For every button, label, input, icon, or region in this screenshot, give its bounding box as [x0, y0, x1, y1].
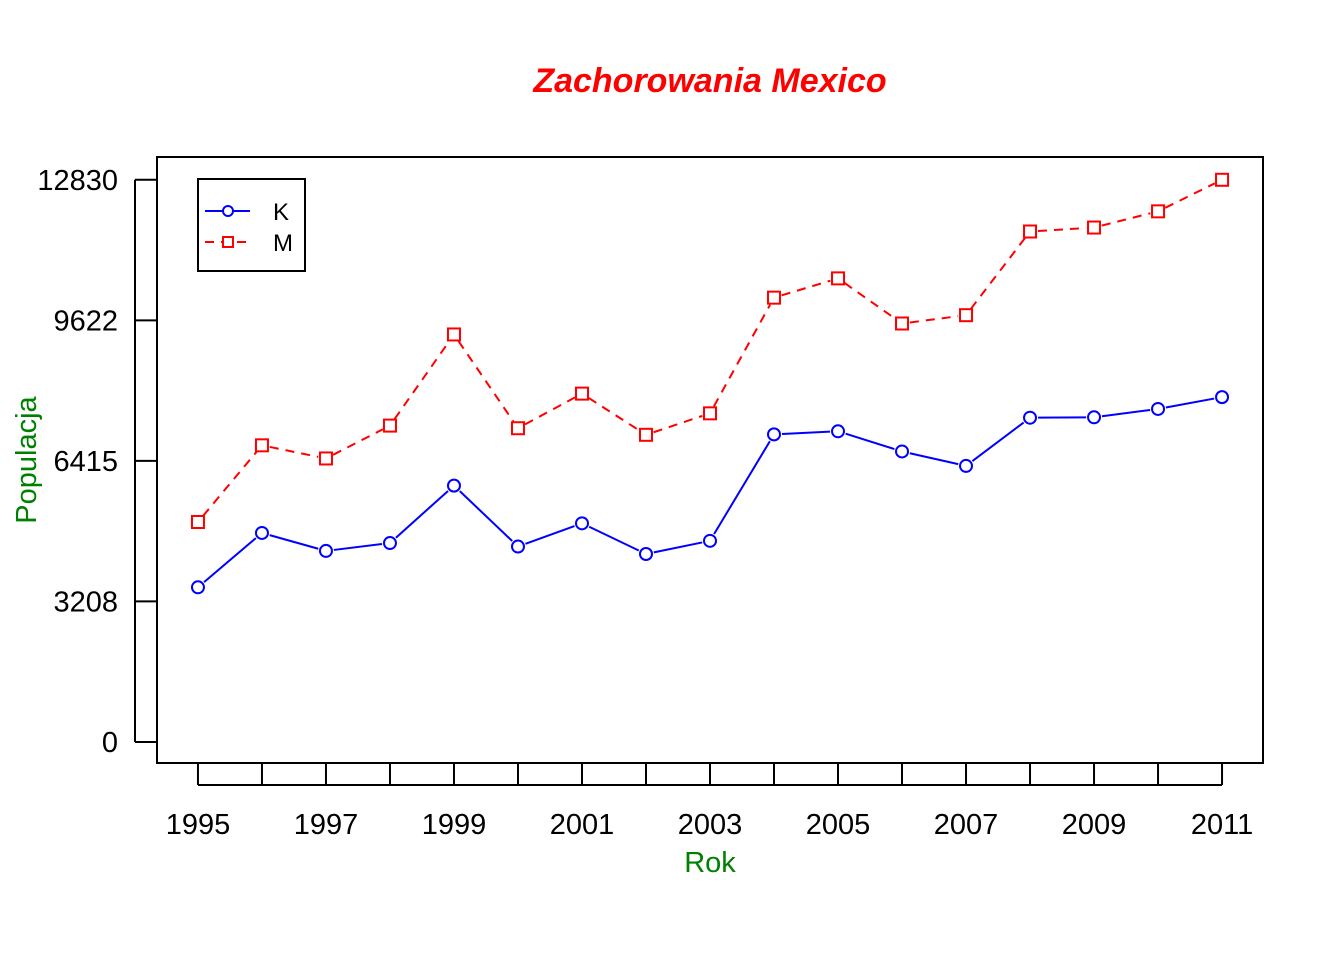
series-k-segment	[909, 452, 959, 466]
y-tick-label: 6415	[53, 446, 118, 478]
series-m-segment	[970, 237, 1026, 310]
series-k-point	[574, 516, 589, 531]
series-k-segment	[269, 534, 319, 550]
series-m-point	[318, 451, 333, 466]
series-k-point	[446, 478, 461, 493]
series-k-point	[510, 539, 525, 554]
series-k-point	[767, 427, 782, 442]
series-m-point	[446, 327, 461, 342]
series-m-segment	[712, 304, 772, 407]
series-k-segment	[1165, 397, 1215, 409]
legend-marker-m	[222, 236, 234, 248]
x-tick-label: 2007	[934, 809, 999, 841]
series-k-segment	[525, 525, 575, 545]
series-m-point	[254, 438, 269, 453]
series-m-point	[703, 406, 717, 421]
x-tick-label: 1997	[294, 809, 359, 841]
legend-box	[197, 178, 306, 272]
series-k-segment	[713, 440, 771, 535]
series-k-point	[831, 424, 846, 439]
series-k-point	[959, 458, 974, 473]
series-m-segment	[457, 340, 515, 423]
series-k-segment	[588, 525, 640, 552]
series-m-point	[510, 421, 525, 436]
series-m-segment	[653, 414, 703, 434]
series-m-point	[767, 290, 782, 305]
series-k-point	[895, 444, 910, 459]
y-tick-label: 12830	[37, 165, 118, 197]
series-k-segment	[203, 537, 257, 583]
y-axis-title: Populacja	[11, 395, 43, 523]
series-m-point	[574, 386, 589, 401]
x-tick-label: 2003	[678, 809, 743, 841]
series-k-segment	[1101, 408, 1151, 418]
x-axis-title: Rok	[684, 847, 736, 879]
legend: KM	[197, 178, 306, 272]
y-axis: 0 3208 6415 9622 12830	[37, 165, 157, 759]
series-m-point	[382, 418, 397, 433]
series-k-point	[382, 536, 397, 551]
y-tick-label: 3208	[53, 586, 118, 618]
series-m-segment	[524, 396, 576, 426]
series-m-point	[959, 308, 974, 323]
x-tick-label: 2009	[1062, 809, 1127, 841]
series-m-point	[895, 316, 910, 331]
series-m-point	[1087, 220, 1102, 235]
series-m-segment	[1101, 212, 1151, 227]
x-tick-label: 2005	[806, 809, 871, 841]
chart-title: Zachorowania Mexico	[532, 62, 886, 100]
series-m-segment	[843, 282, 897, 320]
series-k-point	[1087, 410, 1102, 425]
x-tick-label: 1995	[166, 809, 231, 841]
y-tick-label: 0	[102, 727, 118, 759]
x-tick-label: 1999	[422, 809, 487, 841]
series-k-segment	[781, 430, 831, 435]
legend-item-m: M	[205, 230, 293, 257]
series-m-point	[1151, 204, 1166, 219]
series-k-segment	[459, 490, 513, 542]
series-m-point	[638, 427, 653, 442]
series-k-segment	[333, 543, 383, 551]
y-tick-label: 9622	[53, 305, 118, 337]
legend-item-k: K	[205, 199, 289, 226]
legend-marker-k	[222, 205, 234, 217]
plot-frame	[156, 156, 1264, 764]
series-m-point	[190, 515, 205, 530]
x-tick-label: 2001	[550, 809, 615, 841]
series-k-point	[703, 533, 717, 548]
series-k-point	[1215, 390, 1230, 405]
series-m	[190, 172, 1230, 530]
series-m-segment	[588, 397, 640, 432]
x-tick-label: 2011	[1191, 809, 1253, 841]
series-m-segment	[332, 428, 384, 456]
series-k-point	[254, 525, 269, 540]
series-k-segment	[395, 490, 449, 539]
series-k-point	[638, 546, 653, 561]
series-m-segment	[393, 340, 451, 420]
x-axis: 1995 1997 1999 2001 2003 2005 2007 2009 2011	[166, 763, 1253, 841]
series-m-segment	[202, 450, 258, 517]
series-k-point	[1151, 401, 1166, 416]
series-k-point	[1023, 410, 1038, 425]
series-m-point	[831, 271, 846, 286]
series-m-segment	[781, 279, 831, 297]
series-k-segment	[653, 541, 703, 554]
series-m-segment	[909, 315, 959, 324]
series-m-segment	[1037, 227, 1087, 232]
legend-label-k: K	[273, 199, 289, 226]
series-k	[190, 390, 1230, 595]
legend-label-m: M	[273, 230, 293, 257]
series-k-point	[190, 580, 205, 595]
series-m-segment	[269, 445, 319, 458]
series-m-point	[1215, 172, 1230, 187]
series-m-point	[1023, 224, 1038, 239]
series-k-segment	[971, 421, 1025, 462]
series-m-segment	[1164, 182, 1216, 209]
series-k-point	[318, 543, 333, 558]
series-k-segment	[845, 432, 895, 451]
series-layer	[190, 172, 1230, 595]
